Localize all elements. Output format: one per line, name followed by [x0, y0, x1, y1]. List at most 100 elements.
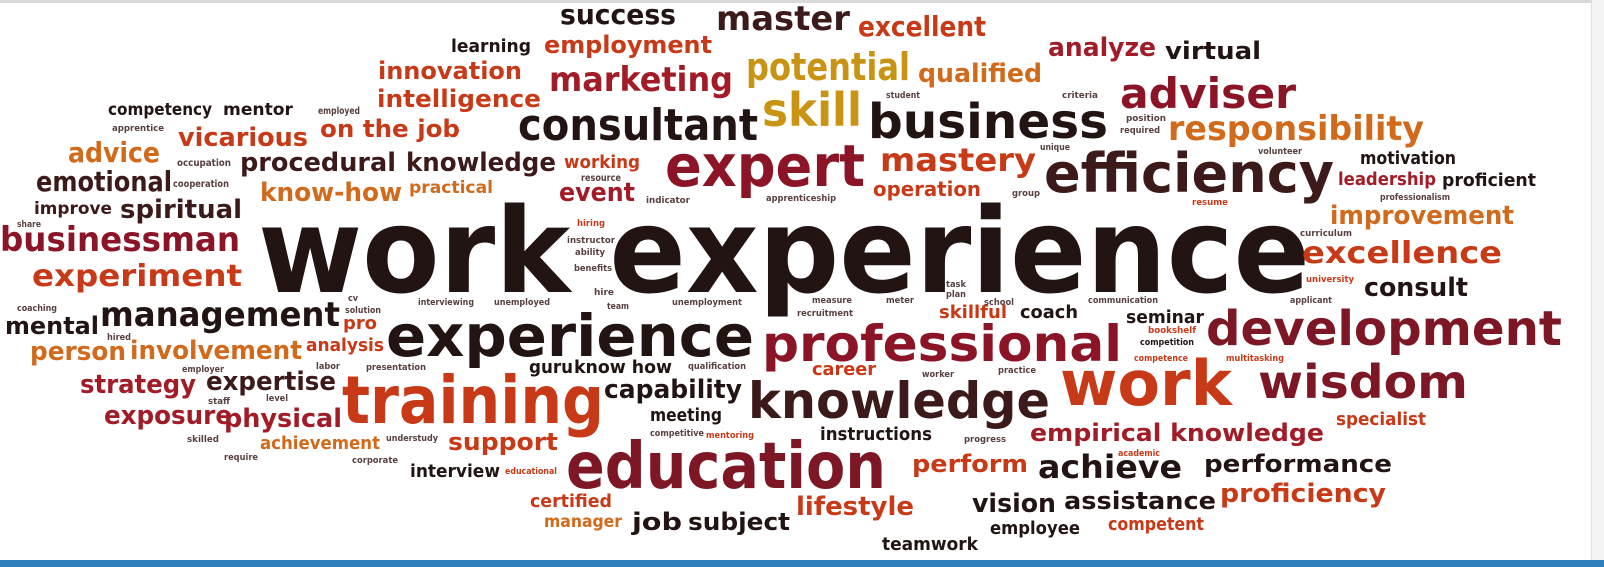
word-cv: cv	[348, 294, 359, 304]
word-event: event	[559, 178, 635, 208]
word-competent: competent	[1108, 514, 1204, 535]
word-motivation: motivation	[1360, 148, 1456, 169]
word-ability: ability	[575, 248, 606, 258]
word-responsibility: responsibility	[1168, 109, 1424, 149]
word-intelligence: intelligence	[377, 85, 541, 113]
word-empirical-knowledge: empirical knowledge	[1030, 419, 1324, 447]
word-group: group	[1012, 189, 1040, 199]
word-progress: progress	[964, 435, 1006, 445]
word-resource: resource	[581, 173, 621, 184]
word-expertise: expertise	[206, 367, 336, 397]
word-spiritual: spiritual	[120, 195, 242, 225]
word-employed: employed	[318, 106, 360, 117]
word-teamwork: teamwork	[882, 534, 979, 555]
word-assistance: assistance	[1064, 487, 1216, 515]
word-pro: pro	[343, 313, 377, 334]
word-qualification: qualification	[688, 362, 746, 372]
word-skillful: skillful	[939, 302, 1007, 323]
word-exposure: exposure	[104, 401, 232, 431]
word-level: level	[266, 394, 288, 404]
word-perform: perform	[912, 450, 1028, 478]
word-required: required	[1120, 126, 1160, 136]
right-edge-strip	[1591, 0, 1604, 560]
word-labor: labor	[316, 362, 340, 372]
word-learning: learning	[451, 36, 531, 57]
word-person: person	[30, 337, 126, 367]
word-business: business	[868, 94, 1108, 150]
word-indicator: indicator	[646, 196, 690, 206]
word-plan: plan	[946, 290, 966, 300]
word-knowledge: knowledge	[748, 372, 1050, 430]
word-team: team	[607, 302, 629, 312]
word-performance: performance	[1204, 450, 1392, 478]
word-employer: employer	[182, 365, 224, 375]
word-share: share	[17, 220, 41, 230]
word-mastery: mastery	[880, 141, 1036, 179]
word-mentor: mentor	[223, 100, 294, 120]
word-know-how: know how	[574, 357, 672, 378]
word-hiring: hiring	[577, 219, 605, 229]
word-presentation: presentation	[366, 363, 426, 373]
word-unique: unique	[1040, 143, 1070, 153]
word-innovation: innovation	[378, 57, 522, 85]
word-staff: staff	[208, 397, 230, 407]
word-mental: mental	[5, 312, 99, 340]
word-advice: advice	[68, 136, 160, 169]
word-lifestyle: lifestyle	[796, 492, 914, 522]
word-skill: skill	[762, 83, 862, 137]
word-instructor: instructor	[567, 236, 615, 246]
word-seminar: seminar	[1126, 307, 1204, 328]
word-job: job	[631, 508, 682, 536]
word-certified: certified	[530, 491, 612, 512]
word-manager: manager	[544, 512, 622, 532]
word-skilled: skilled	[187, 435, 219, 445]
word-procedural: procedural	[240, 148, 396, 178]
word-interviewing: interviewing	[418, 298, 474, 308]
word-competency: competency	[108, 100, 212, 120]
word-excellence: excellence	[1302, 236, 1502, 271]
word-consultant: consultant	[518, 100, 758, 151]
word-vision: vision	[972, 489, 1056, 519]
word-work: work	[1060, 347, 1234, 420]
word-coaching: coaching	[17, 304, 57, 314]
word-instructions: instructions	[820, 424, 932, 445]
word-coach: coach	[1020, 302, 1078, 323]
word-businessman: businessman	[0, 220, 240, 260]
word-support: support	[448, 428, 558, 456]
word-competition: competition	[1140, 338, 1194, 348]
word-know-how: know-how	[260, 178, 402, 208]
word-education: education	[566, 430, 886, 504]
word-specialist: specialist	[1336, 409, 1426, 430]
word-management: management	[100, 295, 340, 335]
word-occupation: occupation	[177, 158, 231, 169]
word-emotional: emotional	[36, 165, 172, 198]
word-competitive: competitive	[650, 429, 704, 439]
word-practice: practice	[998, 366, 1037, 376]
word-hired: hired	[107, 333, 131, 343]
word-recruitment: recruitment	[797, 309, 853, 319]
word-wisdom: wisdom	[1258, 355, 1468, 409]
word-student: student	[886, 91, 920, 101]
word-leadership: leadership	[1338, 169, 1436, 190]
word-understudy: understudy	[386, 434, 439, 444]
word-meeting: meeting	[650, 405, 722, 426]
word-measure: measure	[812, 296, 853, 306]
word-master: master	[716, 0, 851, 39]
word-applicant: applicant	[1290, 296, 1332, 306]
word-employment: employment	[544, 31, 712, 59]
word-employee: employee	[990, 518, 1080, 539]
word-physical: physical	[224, 404, 342, 434]
word-improve: improve	[34, 199, 112, 219]
word-training: training	[342, 362, 604, 439]
word-virtual: virtual	[1165, 37, 1261, 65]
word-working: working	[564, 152, 640, 173]
word-qualified: qualified	[918, 59, 1042, 89]
word-success: success	[560, 0, 676, 31]
word-volunteer: volunteer	[1258, 147, 1302, 157]
word-criteria: criteria	[1062, 91, 1098, 101]
word-academic: academic	[1118, 449, 1160, 459]
word-proficient: proficient	[1442, 170, 1536, 191]
word-cooperation: cooperation	[173, 179, 229, 190]
word-mentoring: mentoring	[706, 431, 754, 441]
